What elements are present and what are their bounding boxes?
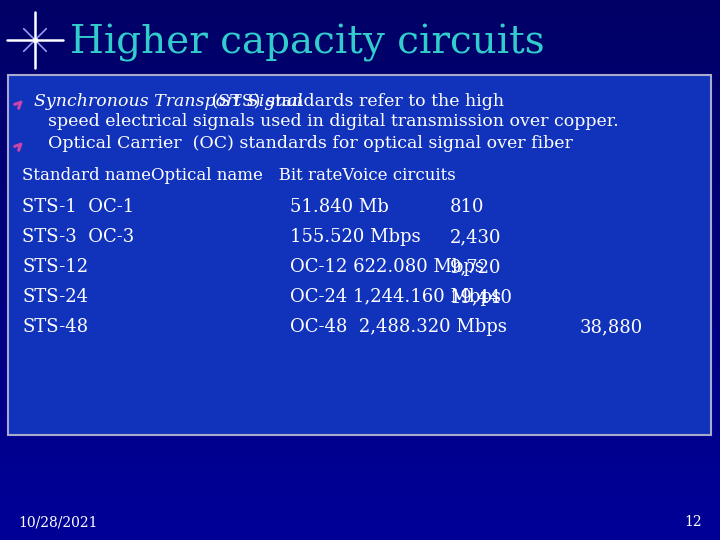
Text: Optical Carrier  (OC) standards for optical signal over fiber: Optical Carrier (OC) standards for optic… [48,134,573,152]
Bar [0,432,720,443]
Bar [0,497,720,508]
Text: 155.520 Mbps: 155.520 Mbps [290,228,420,246]
Bar [0,335,720,346]
Bar [0,259,720,270]
Bar [0,529,720,540]
Text: STS-12: STS-12 [22,258,88,276]
Bar [0,54,720,65]
Text: 10/28/2021: 10/28/2021 [18,515,97,529]
Bar [0,22,720,32]
Bar [0,76,720,86]
Bar [0,302,720,313]
Text: Standard nameOptical name   Bit rateVoice circuits: Standard nameOptical name Bit rateVoice … [22,166,456,184]
Bar [0,216,720,227]
Bar [0,248,720,259]
Bar [0,475,720,486]
Text: 19,440: 19,440 [450,288,513,306]
Bar [0,32,720,43]
Bar [0,162,720,173]
Text: 51.840 Mb: 51.840 Mb [290,198,389,216]
Text: STS-48: STS-48 [22,318,88,336]
Bar [0,194,720,205]
Bar [0,486,720,497]
Text: Higher capacity circuits: Higher capacity circuits [70,24,544,62]
FancyBboxPatch shape [8,75,711,435]
Bar [0,378,720,389]
Bar [0,0,720,11]
Bar [0,43,720,54]
Bar [0,324,720,335]
Bar [0,389,720,400]
Bar [0,130,720,140]
Bar [0,238,720,248]
Text: 2,430: 2,430 [450,228,502,246]
Text: OC-24 1,244.160 Mbps: OC-24 1,244.160 Mbps [290,288,501,306]
Bar [0,313,720,324]
Bar [0,356,720,367]
Bar [0,410,720,421]
Bar [0,367,720,378]
Bar [0,184,720,194]
Bar [0,454,720,464]
Text: STS-24: STS-24 [22,288,88,306]
Bar [0,292,720,302]
Text: 9,720: 9,720 [450,258,502,276]
Text: STS-1  OC-1: STS-1 OC-1 [22,198,134,216]
Bar [0,270,720,281]
Bar [0,346,720,356]
Text: STS-3  OC-3: STS-3 OC-3 [22,228,134,246]
Text: 810: 810 [450,198,485,216]
Bar [0,281,720,292]
Bar [0,97,720,108]
Text: OC-12 622.080 Mbps: OC-12 622.080 Mbps [290,258,484,276]
Text: (STS) standards refer to the high: (STS) standards refer to the high [206,92,504,110]
Bar [0,400,720,410]
Bar [0,464,720,475]
Text: speed electrical signals used in digital transmission over copper.: speed electrical signals used in digital… [48,113,618,131]
Bar [0,11,720,22]
Text: Synchronous Transport Signal: Synchronous Transport Signal [34,92,302,110]
Bar [0,227,720,238]
Bar [0,205,720,216]
Bar [0,86,720,97]
Text: 38,880: 38,880 [580,318,643,336]
Text: OC-48  2,488.320 Mbps: OC-48 2,488.320 Mbps [290,318,507,336]
Bar [0,151,720,162]
Bar [0,140,720,151]
Bar [0,65,720,76]
Bar [0,508,720,518]
Bar [0,119,720,130]
Bar [0,421,720,432]
Bar [0,108,720,119]
Bar [0,518,720,529]
Bar [0,173,720,184]
Bar [0,443,720,454]
Text: 12: 12 [685,515,702,529]
